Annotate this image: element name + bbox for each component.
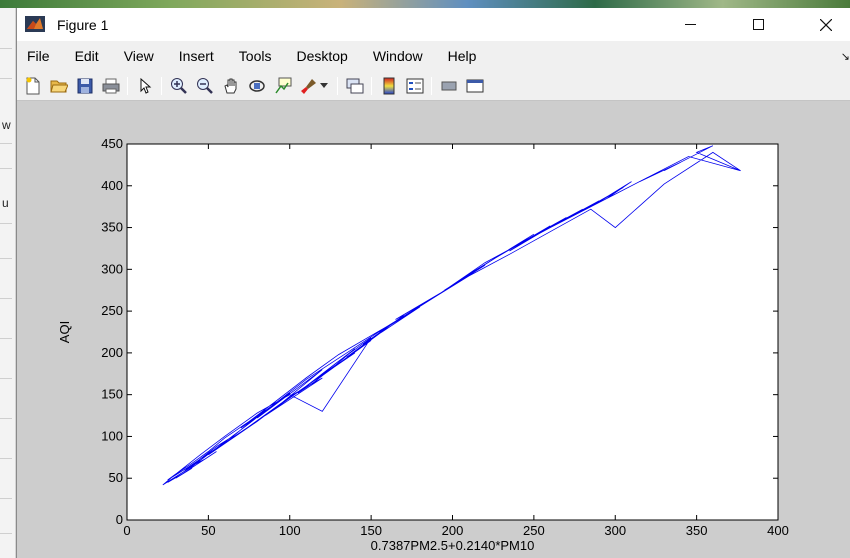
background-window-edge: w u xyxy=(0,8,16,558)
menu-dock-arrow-icon[interactable]: ↘ xyxy=(840,51,850,63)
x-tick-label: 400 xyxy=(767,523,789,538)
menu-tools[interactable]: Tools xyxy=(238,48,272,64)
link-plot-icon[interactable] xyxy=(345,76,365,96)
zoom-in-icon[interactable] xyxy=(169,76,189,96)
x-tick-label: 100 xyxy=(279,523,301,538)
y-tick-label: 150 xyxy=(101,387,123,402)
data-cursor-icon[interactable] xyxy=(273,76,293,96)
edge-glyph-w: w xyxy=(2,118,11,132)
y-axis-label: AQI xyxy=(57,321,72,343)
legend-icon[interactable] xyxy=(405,76,425,96)
maximize-icon xyxy=(752,19,764,30)
matlab-logo-icon xyxy=(25,16,45,32)
hide-plot-tools-icon[interactable] xyxy=(439,76,459,96)
x-axis-label: 0.7387PM2.5+0.2140*PM10 xyxy=(371,538,535,553)
close-icon xyxy=(820,18,832,31)
figure-window: Figure 1 File Edit View Insert Tools Des… xyxy=(16,8,850,558)
minimize-button[interactable] xyxy=(667,8,713,41)
pan-icon[interactable] xyxy=(221,76,241,96)
y-tick-label: 450 xyxy=(101,136,123,151)
menu-file[interactable]: File xyxy=(27,48,50,64)
colorbar-icon[interactable] xyxy=(379,76,399,96)
brush-dropdown-icon[interactable] xyxy=(319,76,329,96)
x-tick-label: 350 xyxy=(686,523,708,538)
rotate-3d-icon[interactable] xyxy=(247,76,267,96)
y-tick-label: 50 xyxy=(109,470,123,485)
menu-window[interactable]: Window xyxy=(372,48,423,64)
x-tick-label: 50 xyxy=(201,523,215,538)
save-icon[interactable] xyxy=(75,76,95,96)
y-tick-label: 400 xyxy=(101,178,123,193)
menu-help[interactable]: Help xyxy=(447,48,477,64)
window-title: Figure 1 xyxy=(57,17,109,33)
maximize-button[interactable] xyxy=(735,8,781,41)
open-file-icon[interactable] xyxy=(49,76,69,96)
y-tick-label: 200 xyxy=(101,345,123,360)
print-icon[interactable] xyxy=(101,76,121,96)
minimize-icon xyxy=(684,24,696,25)
close-button[interactable] xyxy=(803,8,849,41)
x-tick-label: 200 xyxy=(442,523,464,538)
y-tick-label: 100 xyxy=(101,428,123,443)
y-tick-label: 350 xyxy=(101,220,123,235)
brush-icon[interactable] xyxy=(299,76,319,96)
x-tick-label: 250 xyxy=(523,523,545,538)
edge-glyph-u: u xyxy=(2,196,9,210)
menu-insert[interactable]: Insert xyxy=(178,48,214,64)
menu-edit[interactable]: Edit xyxy=(74,48,99,64)
y-tick-label: 250 xyxy=(101,303,123,318)
show-plot-tools-icon[interactable] xyxy=(465,76,485,96)
zoom-out-icon[interactable] xyxy=(195,76,215,96)
x-tick-label: 300 xyxy=(604,523,626,538)
title-bar[interactable]: Figure 1 xyxy=(17,8,850,41)
y-tick-label: 0 xyxy=(116,512,123,527)
y-tick-label: 300 xyxy=(101,261,123,276)
pointer-icon[interactable] xyxy=(135,76,155,96)
line-chart: 0 50 100 150 200 250 300 350 400 0 50 100 150 200 250 3… xyxy=(57,136,789,553)
desktop-background xyxy=(0,0,850,8)
series-line-aqi xyxy=(162,145,741,486)
figure-toolbar xyxy=(17,71,850,101)
x-tick-label: 0 xyxy=(123,523,130,538)
figure-canvas[interactable]: 0 50 100 150 200 250 300 350 400 0 50 100 150 200 250 3… xyxy=(17,102,850,558)
new-figure-icon[interactable] xyxy=(23,76,43,96)
menu-bar: File Edit View Insert Tools Desktop Wind… xyxy=(17,41,850,71)
axes-background xyxy=(126,143,779,521)
x-tick-label: 150 xyxy=(360,523,382,538)
menu-desktop[interactable]: Desktop xyxy=(296,48,348,64)
menu-view[interactable]: View xyxy=(123,48,154,64)
